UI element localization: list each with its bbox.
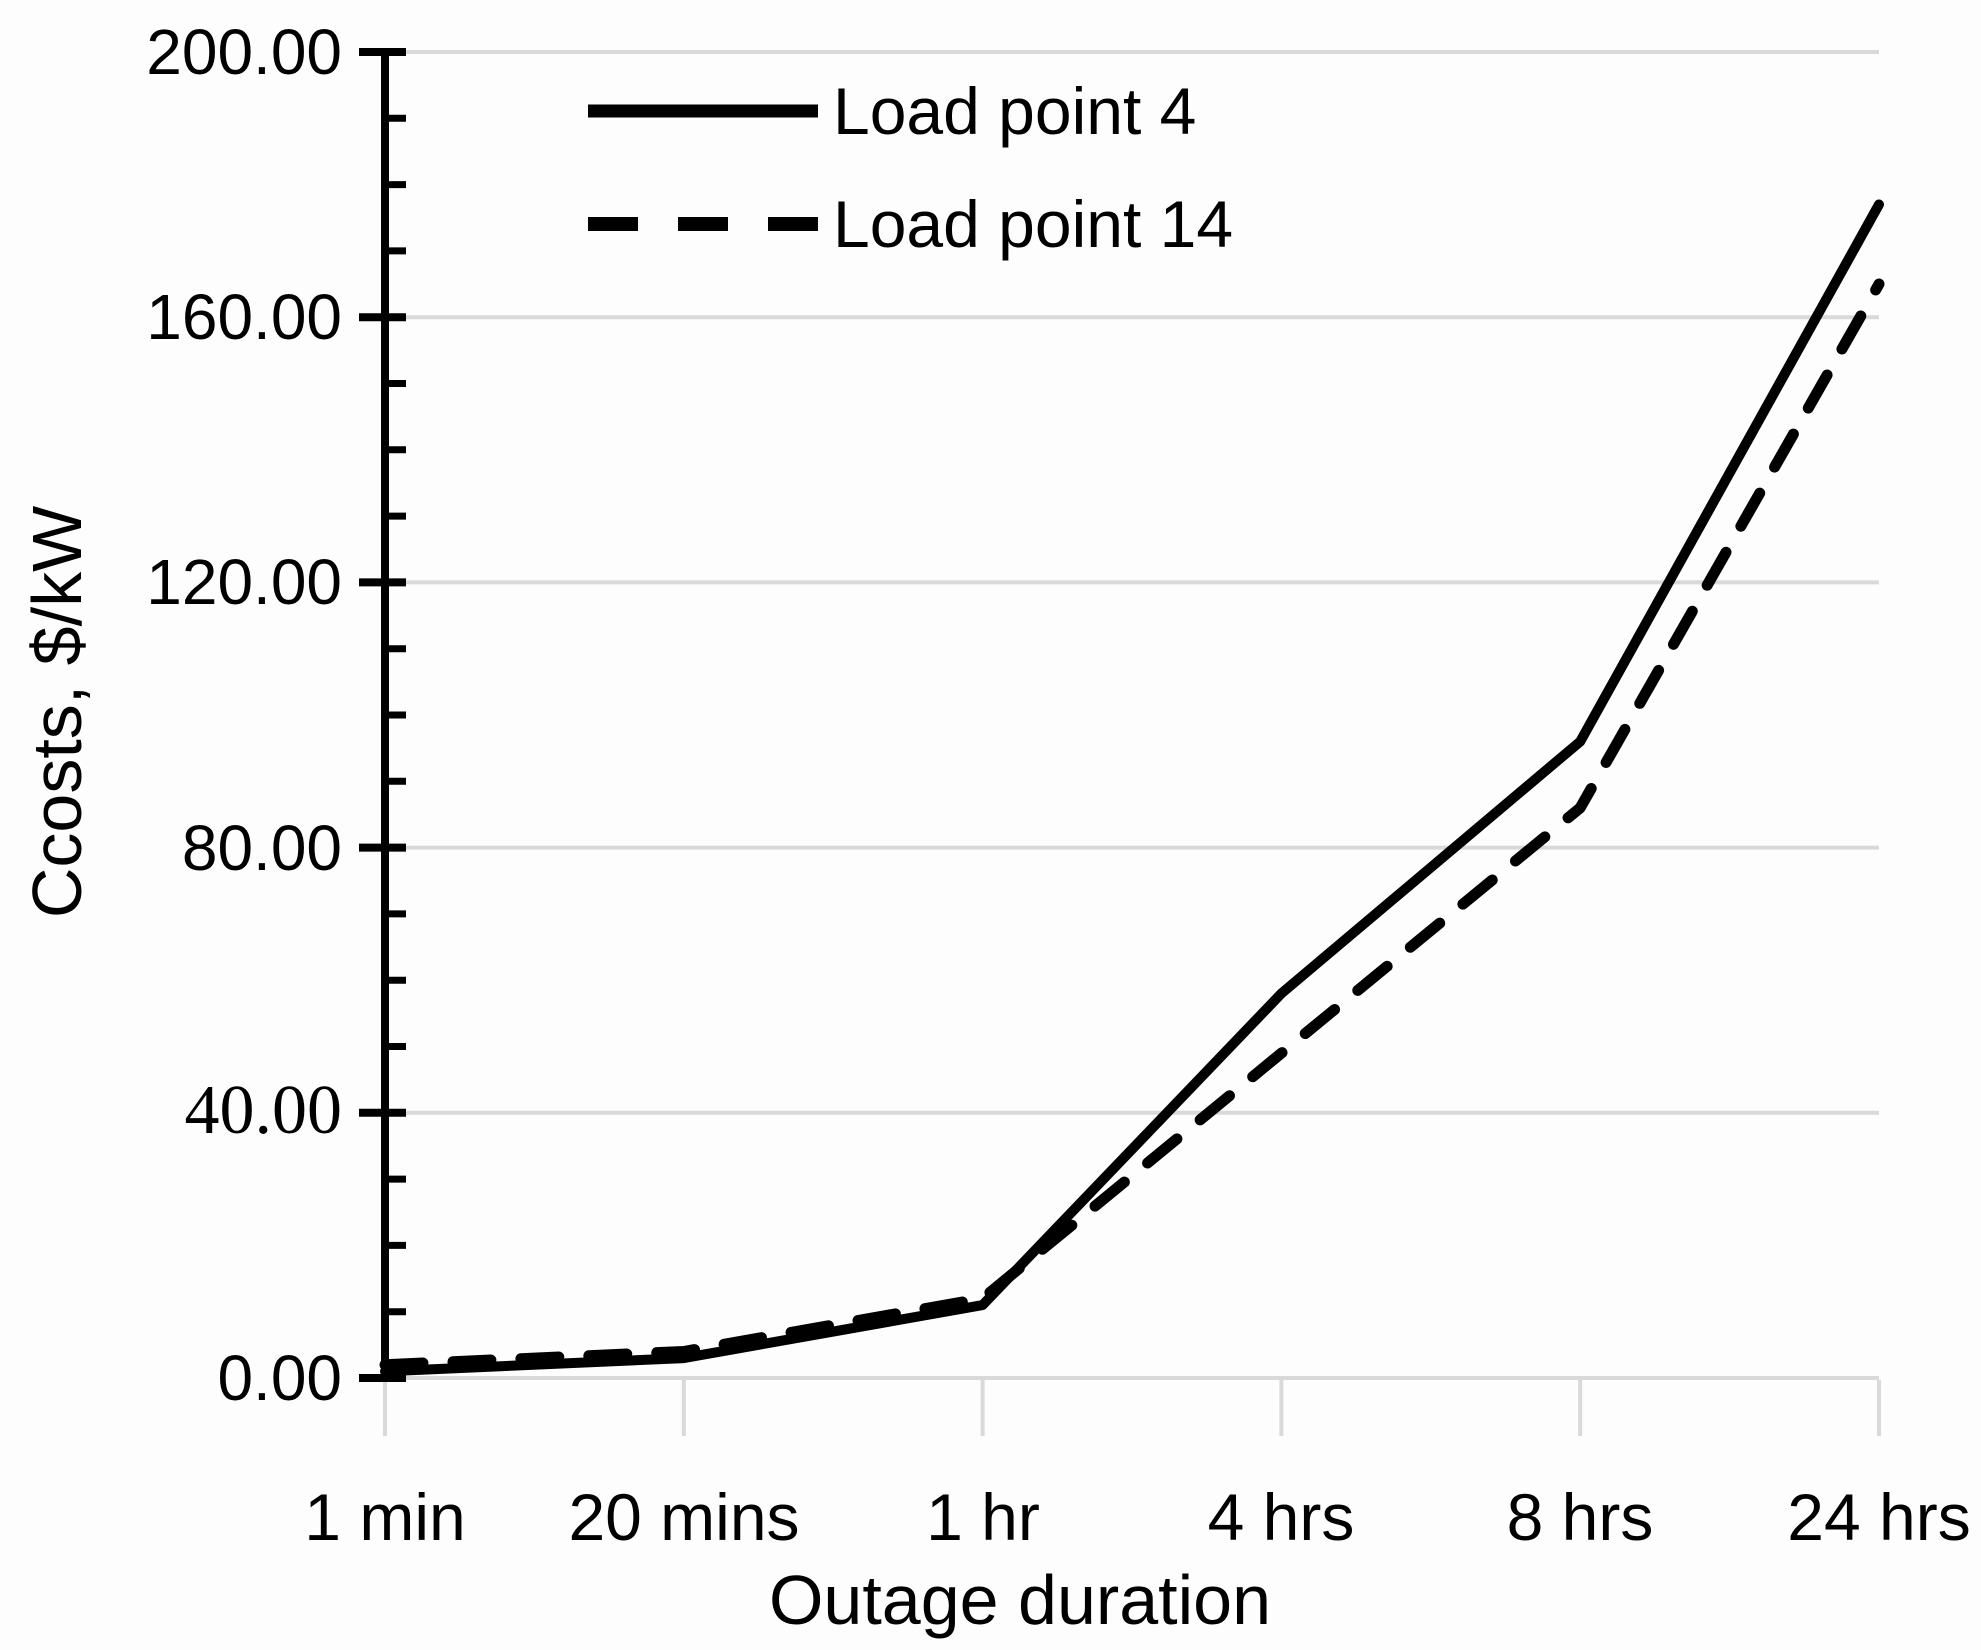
x-axis-tick-label: 4 hrs [1207, 1480, 1355, 1554]
x-axis-title: Outage duration [768, 1561, 1272, 1639]
y-axis-tick-label: 80.00 [181, 812, 342, 884]
x-axis-tick-label: 24 hrs [1787, 1480, 1971, 1554]
y-axis-tick-label: 40.00 [184, 1072, 343, 1149]
x-axis-tick-label: 20 mins [568, 1480, 800, 1554]
series-line-load-point-14 [379, 278, 1885, 1371]
x-axis-tick-label: 1 hr [926, 1480, 1040, 1554]
x-axis-tick-label: 8 hrs [1506, 1480, 1654, 1554]
y-axis-tick-label: 200.00 [146, 16, 342, 88]
x-axis-tick-label: 1 min [304, 1480, 466, 1554]
legend-item-label: Load point 4 [833, 74, 1197, 148]
series-line-load-point-4 [380, 199, 1884, 1377]
y-axis-tick-label: 160.00 [146, 281, 342, 353]
y-axis-tick-label: 0.00 [217, 1342, 342, 1414]
y-axis-title: Ccosts, $/kW [18, 505, 96, 919]
legend-item-label: Load point 14 [833, 187, 1234, 261]
y-axis-tick-label: 120.00 [146, 546, 342, 618]
